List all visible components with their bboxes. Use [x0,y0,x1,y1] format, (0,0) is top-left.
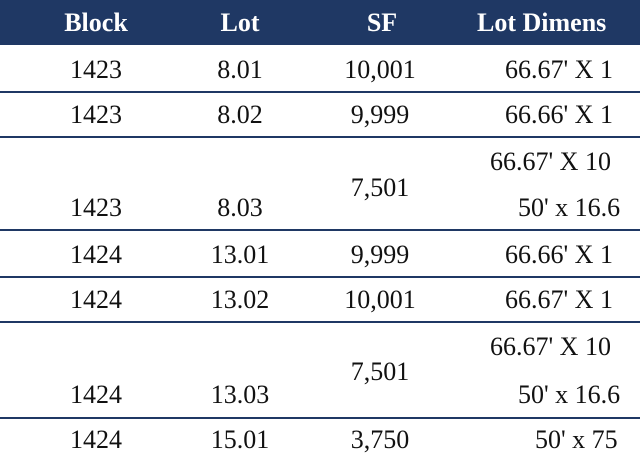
lot-cell: 13.03 [210,380,270,409]
dimension-cell: 66.67' X 10 [490,147,611,176]
dimension-cell: 66.66' X 1 [505,100,613,129]
block-cell: 1423 [70,193,122,222]
dimension-cell: 66.67' X 1 [505,55,613,84]
dimension-cell: 50' x 16.6 [518,193,621,222]
dimension-cell: 66.67' X 10 [490,332,611,361]
column-header: Lot Dimens [477,8,607,37]
row-border [0,417,640,419]
lot-cell: 13.01 [210,240,270,269]
sf-cell: 10,001 [344,285,416,314]
row-border [0,321,640,323]
lot-cell: 8.03 [217,193,263,222]
sf-cell: 7,501 [350,357,410,386]
column-header: Lot [220,8,260,37]
dimension-cell: 66.66' X 1 [505,240,613,269]
sf-cell: 3,750 [350,425,410,454]
lot-cell: 8.01 [217,55,263,84]
lot-cell: 15.01 [210,425,270,454]
header-bar [0,0,640,45]
lot-cell: 8.02 [217,100,263,129]
dimension-cell: 50' x 75 [535,425,618,454]
dimension-cell: 66.67' X 1 [505,285,613,314]
block-cell: 1423 [70,55,122,84]
sf-cell: 9,999 [350,240,410,269]
row-border [0,229,640,231]
row-border [0,136,640,138]
block-cell: 1424 [70,425,122,454]
sf-cell: 10,001 [344,55,416,84]
column-header: Block [64,8,128,37]
block-cell: 1423 [70,100,122,129]
sf-cell: 9,999 [350,100,410,129]
row-border [0,91,640,93]
sf-cell: 7,501 [350,173,410,202]
column-header: SF [366,8,398,37]
block-cell: 1424 [70,240,122,269]
block-cell: 1424 [70,285,122,314]
dimension-cell: 50' x 16.6 [518,380,621,409]
block-cell: 1424 [70,380,122,409]
row-border [0,276,640,278]
lot-cell: 13.02 [210,285,270,314]
